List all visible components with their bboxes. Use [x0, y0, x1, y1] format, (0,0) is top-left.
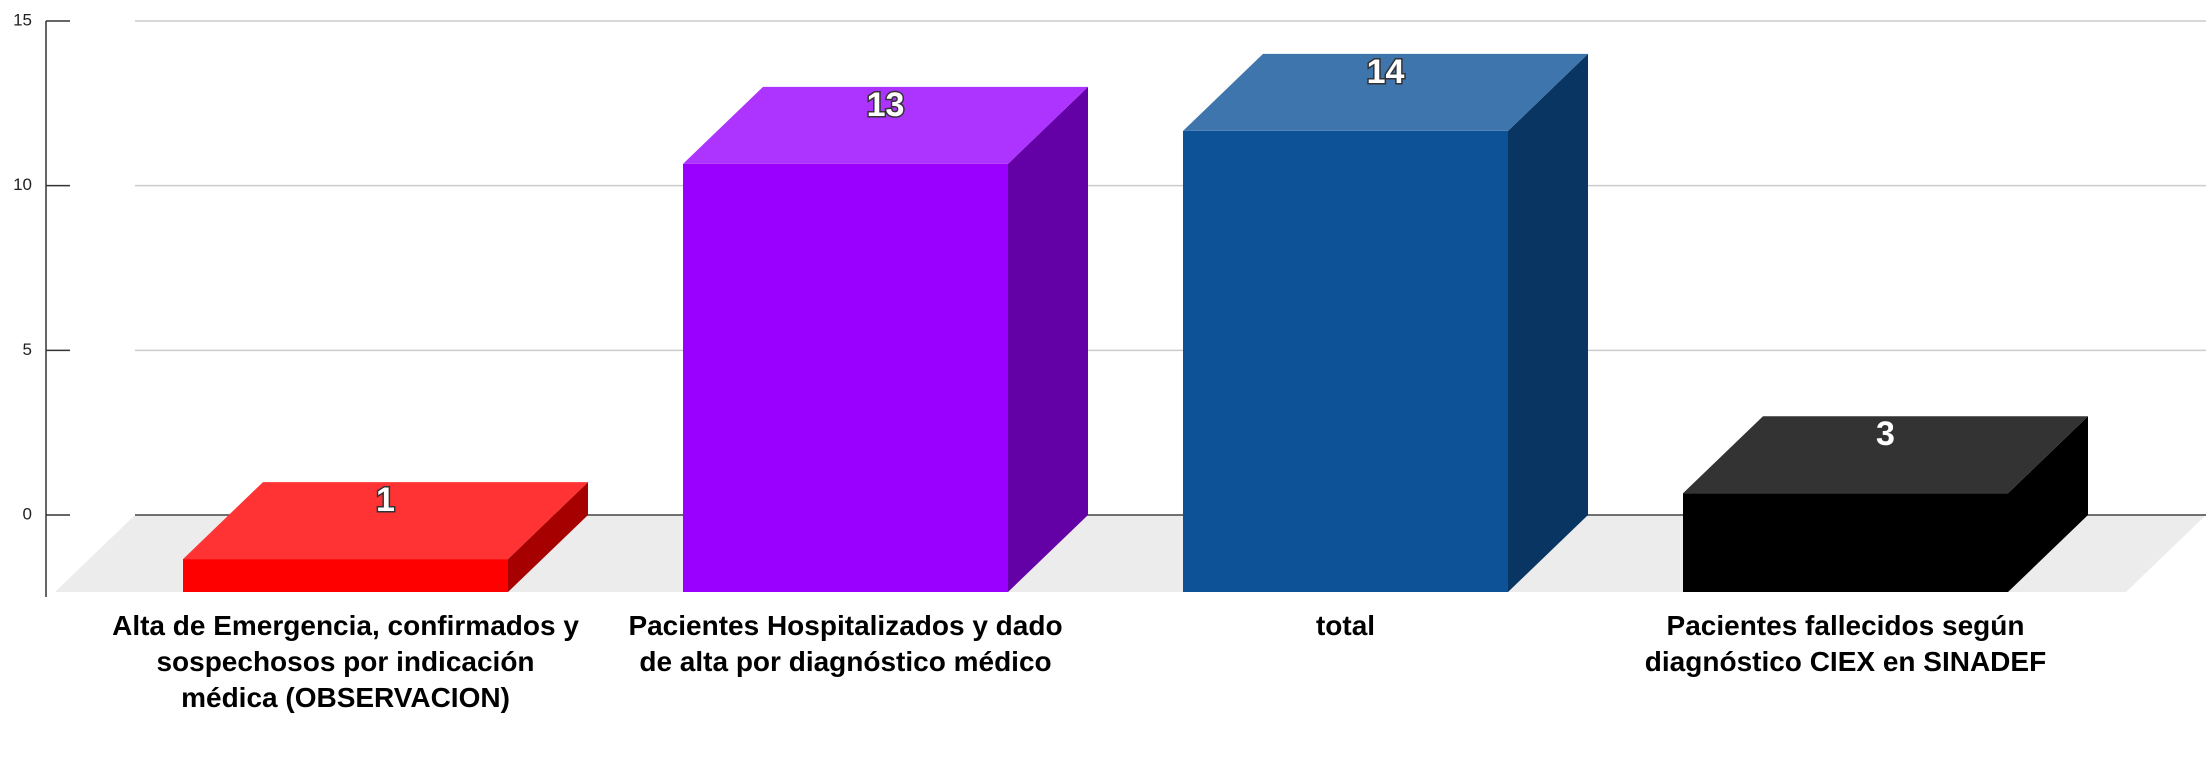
y-tick-label: 5	[23, 340, 32, 359]
bar-top	[183, 482, 588, 560]
floor	[55, 515, 2206, 592]
bar-side	[2008, 416, 2088, 592]
y-tick-label: 15	[13, 10, 32, 29]
x-tick-label: Alta de Emergencia, confirmados y sospec…	[112, 610, 579, 713]
y-tick-label: 0	[23, 504, 32, 523]
x-tick-label: Pacientes Hospitalizados y dado de alta …	[628, 610, 1063, 677]
bar-side	[1508, 53, 1588, 592]
x-tick-label: total	[1315, 610, 1376, 641]
bar-side	[508, 482, 588, 592]
bar-side	[1008, 86, 1088, 592]
bar-top	[1683, 416, 2088, 494]
data-label: 3	[1876, 415, 1895, 453]
bar	[1683, 493, 2008, 592]
bar-top	[1183, 53, 1588, 131]
data-label: 1	[376, 481, 395, 519]
data-label: 14	[1367, 53, 1405, 91]
bar	[183, 559, 508, 592]
x-tick-label: Pacientes fallecidos según diagnóstico C…	[1644, 610, 2047, 677]
bar-top	[683, 86, 1088, 164]
y-tick-label: 10	[13, 175, 32, 194]
data-label: 13	[867, 86, 905, 124]
bar	[1183, 130, 1508, 592]
bar	[683, 163, 1008, 592]
